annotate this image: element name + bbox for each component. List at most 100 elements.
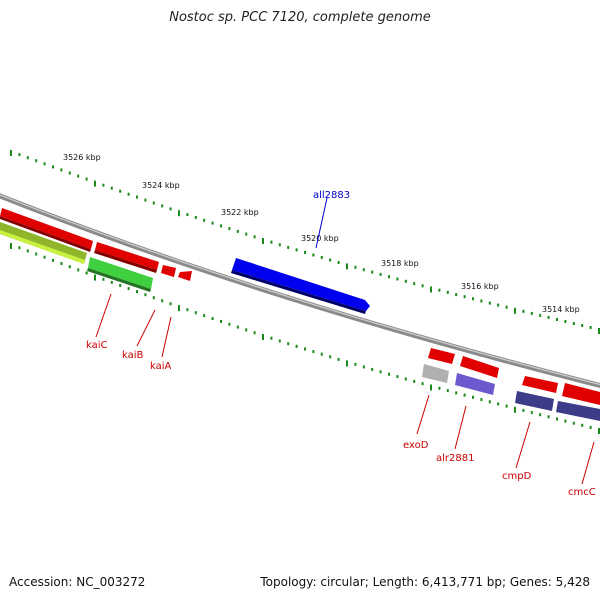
minor-tick [388, 372, 390, 376]
minor-tick [581, 324, 584, 327]
minor-tick [438, 386, 441, 390]
major-tick [598, 428, 600, 434]
gene-cmpD-arrow[interactable] [522, 376, 558, 393]
minor-tick [589, 326, 592, 329]
minor-tick [337, 357, 340, 361]
minor-tick [43, 255, 46, 259]
minor-tick [421, 284, 424, 288]
gene-alr2881[interactable] [455, 373, 495, 395]
minor-tick [497, 402, 500, 406]
minor-tick [455, 293, 458, 297]
minor-tick [35, 252, 38, 256]
accession-text: Accession: NC_003272 [9, 575, 146, 589]
minor-tick [505, 404, 508, 408]
major-tick [346, 360, 348, 367]
minor-tick [396, 277, 399, 281]
minor-tick [581, 423, 584, 427]
minor-tick [396, 375, 399, 379]
minor-tick [480, 398, 483, 402]
minor-tick [194, 216, 197, 219]
gene-kaiC[interactable] [0, 208, 93, 249]
scale-tick-label: 3514 kbp [542, 305, 580, 314]
scale-tick-label: 3526 kbp [63, 153, 101, 162]
minor-tick [362, 268, 365, 272]
gene-label-all2883[interactable]: all2883 [313, 190, 350, 201]
minor-tick [228, 227, 231, 231]
minor-tick [572, 322, 575, 325]
major-tick [514, 307, 516, 314]
major-tick [262, 334, 264, 340]
minor-tick [287, 342, 290, 346]
minor-tick [136, 290, 138, 294]
minor-tick [472, 297, 474, 301]
gene-label-kaiA[interactable]: kaiA [150, 361, 172, 372]
minor-tick [77, 268, 80, 272]
minor-tick [211, 317, 214, 320]
gene-red-arrow[interactable] [95, 242, 159, 270]
minor-tick [152, 296, 155, 300]
gene-cmcC-arrow[interactable] [562, 383, 600, 405]
minor-tick [278, 243, 281, 247]
minor-tick [404, 279, 407, 283]
minor-tick [329, 258, 332, 262]
minor-tick [547, 415, 550, 419]
minor-tick [480, 299, 483, 303]
minor-tick [68, 265, 71, 269]
leader-lines [95, 197, 595, 485]
leader-alr2881 [454, 405, 467, 450]
minor-tick [413, 379, 416, 383]
minor-tick [278, 339, 281, 343]
gene-label-exoD[interactable]: exoD [403, 440, 429, 451]
gene-labels: all2883 kaiC kaiB kaiA exoD alr2881 cmpD… [86, 190, 596, 498]
gene-green-arrow-shade [87, 268, 151, 292]
minor-tick [446, 389, 449, 393]
minor-tick [253, 235, 256, 239]
minor-tick [530, 311, 533, 315]
minor-tick [119, 284, 122, 287]
minor-tick [102, 183, 105, 187]
gene-label-cmcC[interactable]: cmcC [568, 487, 596, 498]
minor-tick [186, 308, 189, 312]
gene-cmpD[interactable] [515, 391, 554, 411]
gene-label-alr2881[interactable]: alr2881 [436, 453, 474, 464]
minor-tick [455, 391, 458, 395]
minor-tick [77, 174, 80, 178]
minor-tick [354, 265, 357, 269]
minor-tick [52, 165, 54, 169]
scale-tick-label: 3522 kbp [221, 208, 259, 217]
gene-kaiB-small[interactable] [161, 265, 176, 277]
minor-tick [60, 168, 63, 172]
minor-tick [287, 245, 290, 249]
minor-tick [371, 270, 374, 274]
minor-tick [211, 221, 214, 225]
minor-tick [488, 400, 491, 404]
minor-tick [169, 207, 172, 211]
minor-tick [85, 271, 88, 275]
gene-cmcC[interactable] [556, 401, 600, 421]
minor-tick [144, 293, 147, 297]
gene-exoD[interactable] [422, 364, 449, 383]
minor-tick [245, 328, 248, 332]
minor-tick [43, 162, 46, 166]
minor-tick [438, 288, 441, 292]
gene-all2883[interactable] [232, 258, 370, 311]
gene-kaiA-small[interactable] [178, 271, 192, 281]
gene-exoD-arrow[interactable] [428, 348, 455, 364]
gene-olive-arrow-shade [0, 230, 85, 264]
minor-tick [556, 318, 558, 321]
minor-tick [564, 320, 567, 323]
minor-tick [169, 302, 172, 306]
gene-green-arrow[interactable] [88, 257, 153, 289]
minor-tick [102, 277, 105, 281]
gene-label-cmpD[interactable]: cmpD [502, 471, 532, 482]
minor-tick [295, 344, 298, 348]
gene-label-kaiB[interactable]: kaiB [122, 350, 144, 361]
leader-kaiB [136, 309, 156, 347]
gene-alr2881-arrow[interactable] [460, 356, 499, 378]
gene-label-kaiC[interactable]: kaiC [86, 340, 108, 351]
scale-tick-label: 3520 kbp [301, 234, 339, 243]
minor-tick [404, 377, 407, 381]
minor-tick [236, 229, 239, 233]
genome-backbone [0, 193, 600, 389]
